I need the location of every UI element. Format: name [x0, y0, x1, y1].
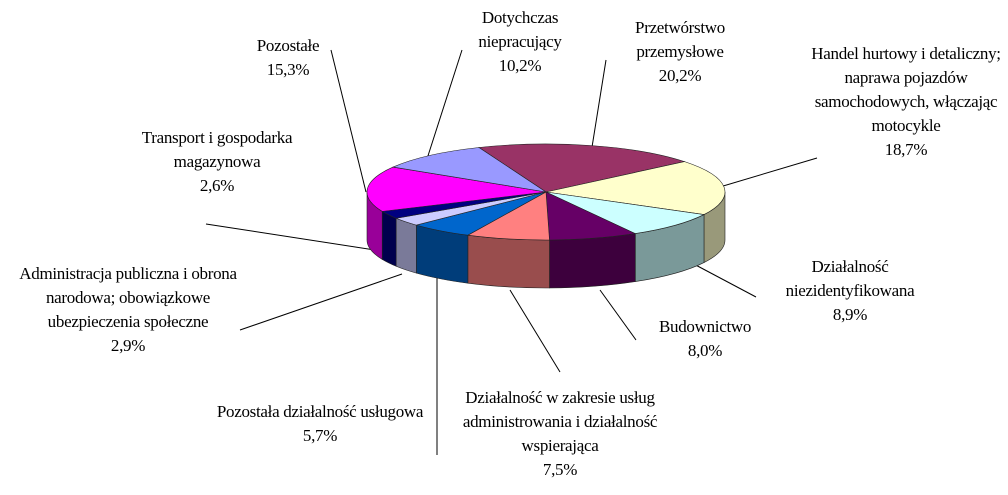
slice-side: [467, 234, 550, 289]
slice-label: Transport i gospodarka magazynowa 2,6%: [102, 126, 332, 198]
slice-side: [395, 217, 417, 274]
value-label: 10,2%: [498, 56, 542, 75]
category-label: Administracja publiczna i obrona narodow…: [19, 264, 237, 331]
value-label: 7,5%: [542, 460, 578, 479]
value-label: 20,2%: [658, 66, 702, 85]
slice: [366, 166, 547, 212]
leader-line: [425, 49, 463, 163]
slice-label: Przetwórstwo przemysłowe 20,2%: [605, 16, 755, 88]
value-label: 8,9%: [832, 305, 868, 324]
slice-side: [381, 210, 397, 267]
slice-label: Działalność niezidentyfikowana 8,9%: [750, 255, 950, 327]
slice-label: Budownictwo 8,0%: [625, 315, 785, 363]
slice: [545, 191, 637, 241]
slice: [545, 191, 705, 234]
value-label: 2,6%: [199, 176, 235, 195]
slice: [545, 161, 726, 215]
category-label: Transport i gospodarka magazynowa: [141, 128, 293, 171]
value-label: 15,3%: [266, 60, 310, 79]
pie-tops: [366, 143, 726, 241]
leader-line: [205, 223, 389, 253]
slice: [391, 147, 547, 193]
value-label: 8,0%: [687, 341, 723, 360]
slice-label: Dotychczas niepracujący 10,2%: [450, 6, 590, 78]
category-label: Działalność w zakresie usług administrow…: [462, 388, 658, 455]
slice-label: Pozostałe 15,3%: [228, 34, 348, 82]
category-label: Pozostałe: [256, 36, 320, 55]
category-label: Dotychczas niepracujący: [478, 8, 562, 51]
leader-lines: [205, 49, 818, 455]
category-label: Przetwórstwo przemysłowe: [635, 18, 725, 61]
leader-line: [509, 289, 561, 373]
slice-label: Działalność w zakresie usług administrow…: [440, 386, 680, 482]
leader-line: [239, 273, 403, 331]
leader-line: [599, 289, 637, 341]
slice: [478, 143, 686, 193]
slice-label: Handel hurtowy i detaliczny; naprawa poj…: [806, 42, 1006, 162]
category-label: Budownictwo: [658, 317, 752, 336]
leader-line: [330, 49, 367, 193]
slice-side: [549, 233, 636, 289]
value-label: 2,9%: [110, 336, 146, 355]
pie-sides: [366, 191, 726, 289]
leader-line: [689, 261, 757, 298]
slice-label: Administracja publiczna i obrona narodow…: [3, 262, 253, 358]
slice-label: Pozostała działalność usługowa 5,7%: [215, 400, 425, 448]
category-label: Handel hurtowy i detaliczny; naprawa poj…: [811, 44, 1001, 135]
value-label: 5,7%: [302, 426, 338, 445]
category-label: Pozostała działalność usługowa: [216, 402, 424, 421]
category-label: Działalność niezidentyfikowana: [785, 257, 915, 300]
value-label: 18,7%: [884, 140, 928, 159]
